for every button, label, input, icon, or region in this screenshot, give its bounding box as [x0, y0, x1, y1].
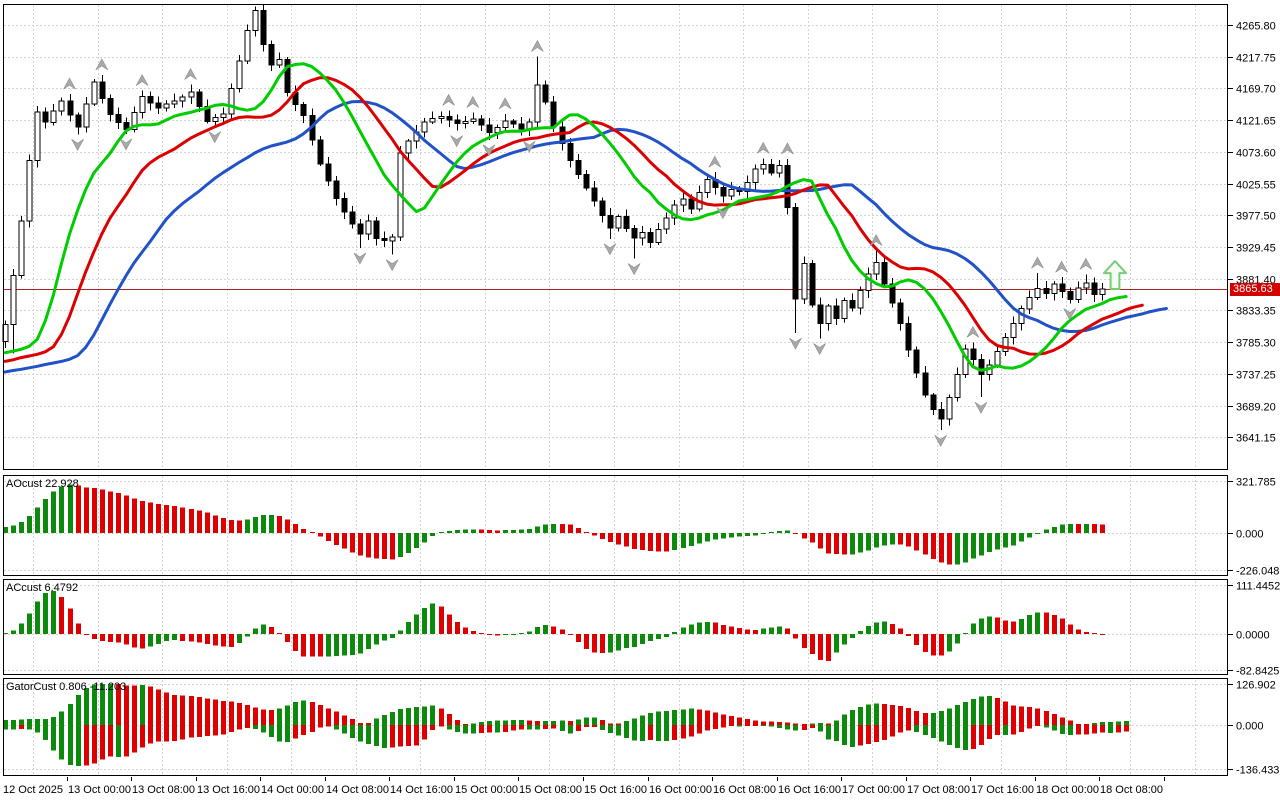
svg-text:4025.55: 4025.55	[1236, 180, 1276, 192]
svg-text:-136.433: -136.433	[1236, 765, 1279, 777]
svg-text:14 Oct 08:00: 14 Oct 08:00	[326, 784, 389, 796]
svg-text:18 Oct 00:00: 18 Oct 00:00	[1036, 784, 1099, 796]
svg-text:0.0000: 0.0000	[1236, 630, 1270, 642]
svg-text:111.4452: 111.4452	[1236, 581, 1280, 593]
gator-indicator-title: GatorCust 0.806 -11.203	[6, 681, 127, 693]
svg-text:3737.25: 3737.25	[1236, 370, 1276, 382]
svg-text:3929.45: 3929.45	[1236, 243, 1276, 255]
ao-indicator-panel[interactable]	[3, 475, 1228, 576]
price-axis[interactable]	[1228, 4, 1280, 776]
svg-text:4073.60: 4073.60	[1236, 148, 1276, 160]
svg-text:13 Oct 00:00: 13 Oct 00:00	[68, 784, 131, 796]
svg-text:13 Oct 08:00: 13 Oct 08:00	[132, 784, 195, 796]
svg-text:14 Oct 00:00: 14 Oct 00:00	[261, 784, 324, 796]
svg-text:-82.8425: -82.8425	[1236, 666, 1279, 678]
svg-text:3785.30: 3785.30	[1236, 338, 1276, 350]
svg-text:15 Oct 00:00: 15 Oct 00:00	[455, 784, 518, 796]
svg-text:126.902: 126.902	[1236, 680, 1276, 692]
svg-text:0.000: 0.000	[1236, 721, 1264, 733]
svg-text:14 Oct 16:00: 14 Oct 16:00	[390, 784, 453, 796]
current-price-badge: 3865.63	[1230, 282, 1280, 296]
svg-text:13 Oct 16:00: 13 Oct 16:00	[197, 784, 260, 796]
svg-text:4121.65: 4121.65	[1236, 116, 1276, 128]
svg-text:4265.80: 4265.80	[1236, 21, 1276, 33]
svg-text:17 Oct 00:00: 17 Oct 00:00	[842, 784, 905, 796]
ao-indicator-title: AOcust 22.928	[6, 478, 79, 490]
svg-text:16 Oct 00:00: 16 Oct 00:00	[649, 784, 712, 796]
svg-text:4169.70: 4169.70	[1236, 84, 1276, 96]
gator-indicator-panel[interactable]	[3, 679, 1228, 776]
svg-text:3689.20: 3689.20	[1236, 402, 1276, 414]
ac-indicator-title: ACcust 6.4792	[6, 582, 79, 594]
svg-text:321.785: 321.785	[1236, 477, 1276, 489]
svg-text:17 Oct 08:00: 17 Oct 08:00	[907, 784, 970, 796]
svg-text:18 Oct 08:00: 18 Oct 08:00	[1100, 784, 1163, 796]
svg-text:16 Oct 08:00: 16 Oct 08:00	[713, 784, 776, 796]
svg-text:3641.15: 3641.15	[1236, 433, 1276, 445]
svg-text:0.000: 0.000	[1236, 529, 1264, 541]
svg-text:15 Oct 16:00: 15 Oct 16:00	[584, 784, 647, 796]
svg-text:15 Oct 08:00: 15 Oct 08:00	[519, 784, 582, 796]
axis-labels: 4265.80 4217.75 4169.70 4121.65 4073.60 4025.…	[3, 21, 1280, 797]
main-chart-region[interactable]	[3, 4, 1228, 470]
ac-indicator-panel[interactable]	[3, 580, 1228, 675]
time-axis[interactable]	[3, 777, 1228, 799]
svg-text:4217.75: 4217.75	[1236, 53, 1276, 65]
svg-text:3977.50: 3977.50	[1236, 211, 1276, 223]
svg-text:17 Oct 16:00: 17 Oct 16:00	[971, 784, 1034, 796]
svg-text:12 Oct 2025: 12 Oct 2025	[3, 784, 63, 796]
buy-signal-arrow	[1103, 260, 1127, 290]
svg-text:3833.35: 3833.35	[1236, 306, 1276, 318]
svg-text:-226.048: -226.048	[1236, 566, 1279, 578]
svg-text:16 Oct 16:00: 16 Oct 16:00	[778, 784, 841, 796]
